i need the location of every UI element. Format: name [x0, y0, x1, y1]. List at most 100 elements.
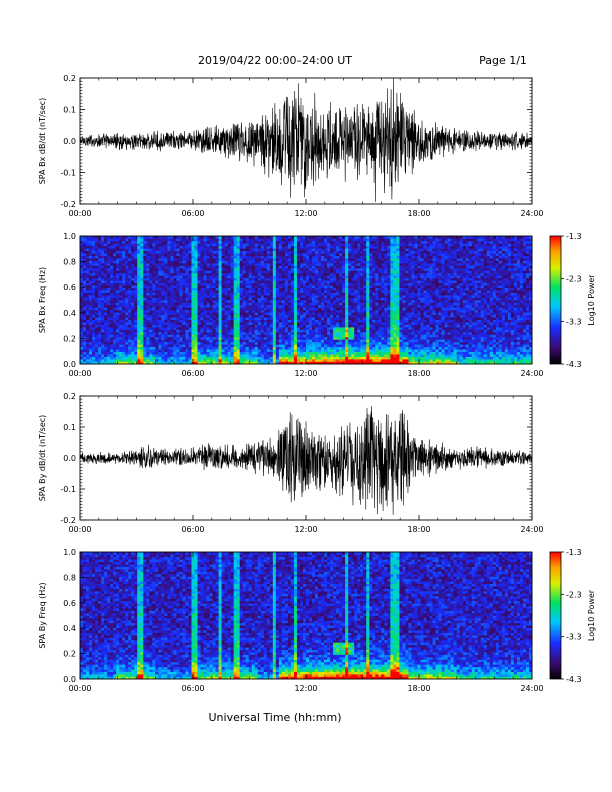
spectrogram-cell	[360, 347, 363, 350]
spectrogram-cell	[167, 263, 170, 266]
spectrogram-cell	[303, 327, 306, 330]
spectrogram-cell	[324, 347, 327, 350]
spectrogram-cell	[107, 280, 110, 283]
spectrogram-cell	[89, 337, 92, 340]
spectrogram-cell	[137, 344, 140, 347]
spectrogram-cell	[131, 293, 134, 296]
spectrogram-cell	[297, 246, 300, 249]
spectrogram-cell	[83, 334, 86, 337]
spectrogram-cell	[195, 268, 198, 271]
spectrogram-cell	[258, 295, 261, 298]
spectrogram-cell	[237, 330, 240, 333]
spectrogram-cell	[128, 273, 131, 276]
spectrogram-cell	[270, 322, 273, 325]
spectrogram-cell	[110, 246, 113, 249]
spectrogram-cell	[116, 342, 119, 345]
spectrogram-cell	[288, 288, 291, 291]
spectrogram-cell	[161, 322, 164, 325]
spectrogram-cell	[294, 332, 297, 335]
spectrogram-cell	[288, 248, 291, 251]
spectrogram-cell	[309, 322, 312, 325]
spectrogram-cell	[198, 241, 201, 244]
spectrogram-cell	[330, 302, 333, 305]
spectrogram-cell	[318, 312, 321, 315]
spectrogram-cell	[92, 295, 95, 298]
spectrogram-cell	[273, 347, 276, 350]
spectrogram-cell	[152, 275, 155, 278]
spectrogram-cell	[101, 266, 104, 269]
spectrogram-cell	[204, 278, 207, 281]
spectrogram-cell	[92, 307, 95, 310]
spectrogram-cell	[279, 253, 282, 256]
spectrogram-cell	[191, 258, 194, 261]
spectrogram-cell	[291, 241, 294, 244]
spectrogram-cell	[303, 330, 306, 333]
spectrogram-cell	[285, 327, 288, 330]
spectrogram-cell	[207, 347, 210, 350]
spectrogram-cell	[179, 352, 182, 355]
spectrogram-cell	[267, 357, 270, 360]
spectrogram-cell	[339, 268, 342, 271]
spectrogram-cell	[167, 320, 170, 323]
spectrogram-cell	[107, 258, 110, 261]
spectrogram-cell	[357, 258, 360, 261]
spectrogram-cell	[225, 300, 228, 303]
spectrogram-cell	[143, 300, 146, 303]
spectrogram-cell	[161, 305, 164, 308]
spectrogram-cell	[243, 266, 246, 269]
spectrogram-cell	[188, 320, 191, 323]
spectrogram-cell	[327, 285, 330, 288]
spectrogram-cell	[306, 302, 309, 305]
spectrogram-cell	[240, 359, 243, 362]
spectrogram-cell	[261, 320, 264, 323]
spectrogram-cell	[95, 293, 98, 296]
spectrogram-cell	[158, 320, 161, 323]
spectrogram-cell	[113, 293, 116, 296]
spectrogram-cell	[158, 347, 161, 350]
spectrogram-cell	[261, 305, 264, 308]
spectrogram-cell	[213, 317, 216, 320]
spectrogram-cell	[195, 280, 198, 283]
spectrogram-cell	[282, 342, 285, 345]
spectrogram-cell	[176, 268, 179, 271]
spectrogram-cell	[198, 327, 201, 330]
spectrogram-cell	[351, 238, 354, 241]
spectrogram-cell	[167, 295, 170, 298]
spectrogram-cell	[185, 253, 188, 256]
spectrogram-cell	[339, 251, 342, 254]
spectrogram-cell	[282, 288, 285, 291]
spectrogram-cell	[237, 293, 240, 296]
spectrogram-cell	[243, 270, 246, 273]
spectrogram-cell	[170, 288, 173, 291]
spectrogram-cell	[258, 330, 261, 333]
spectrogram-cell	[294, 253, 297, 256]
spectrogram-cell	[173, 238, 176, 241]
spectrogram-cell	[288, 266, 291, 269]
spectrogram-cell	[279, 241, 282, 244]
spectrogram-cell	[122, 266, 125, 269]
spectrogram-cell	[131, 288, 134, 291]
spectrogram-cell	[128, 312, 131, 315]
spectrogram-cell	[167, 251, 170, 254]
spectrogram-cell	[164, 352, 167, 355]
spectrogram-cell	[279, 288, 282, 291]
spectrogram-cell	[306, 320, 309, 323]
spectrogram-cell	[351, 258, 354, 261]
spectrogram-cell	[195, 293, 198, 296]
spectrogram-cell	[276, 275, 279, 278]
spectrogram-cell	[345, 342, 348, 345]
spectrogram-cell	[306, 349, 309, 352]
spectrogram-cell	[333, 293, 336, 296]
spectrogram-cell	[104, 332, 107, 335]
spectrogram-cell	[231, 315, 234, 318]
spectrogram-cell	[113, 359, 116, 362]
spectrogram-cell	[294, 283, 297, 286]
spectrogram-cell	[95, 268, 98, 271]
spectrogram-cell	[282, 312, 285, 315]
spectrogram-cell	[131, 352, 134, 355]
spectrogram-cell	[336, 238, 339, 241]
spectrogram-cell	[95, 310, 98, 313]
spectrogram-cell	[330, 261, 333, 264]
spectrogram-cell	[188, 248, 191, 251]
spectrogram-cell	[86, 293, 89, 296]
